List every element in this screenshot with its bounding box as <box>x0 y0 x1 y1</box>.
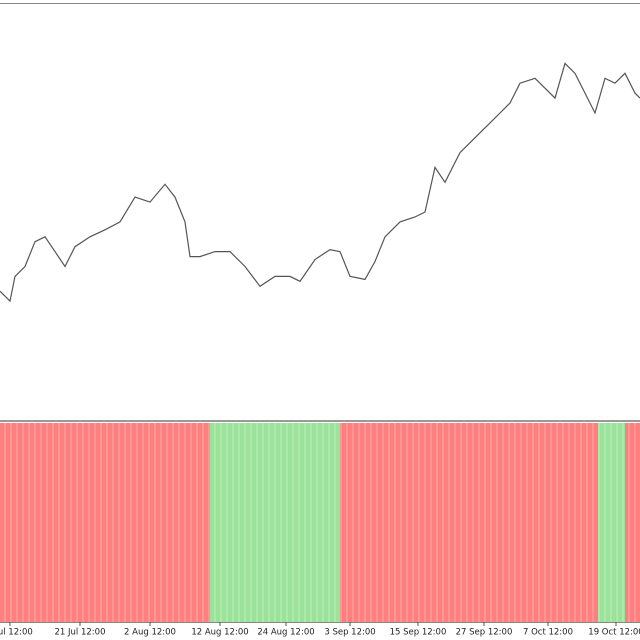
x-tick-label: 24 Aug 12:00 <box>257 628 314 638</box>
x-tick-label: 19 Oct 12:00 <box>588 628 640 638</box>
price-panel <box>0 62 640 303</box>
x-tick-label: 21 Jul 12:00 <box>55 628 106 638</box>
x-tick-label: 12 Aug 12:00 <box>191 628 248 638</box>
price-line <box>0 62 640 303</box>
x-tick-label: 27 Sep 12:00 <box>456 628 513 638</box>
x-tick-label: 7 Oct 12:00 <box>523 628 573 638</box>
x-tick-label: 3 Sep 12:00 <box>324 628 375 638</box>
bar-stripes <box>0 423 640 622</box>
indicator-panel <box>0 423 640 622</box>
x-tick-label: 15 Sep 12:00 <box>390 628 447 638</box>
x-tick-label: 9 Jul 12:00 <box>0 628 33 638</box>
x-tick-label: 2 Aug 12:00 <box>124 628 176 638</box>
